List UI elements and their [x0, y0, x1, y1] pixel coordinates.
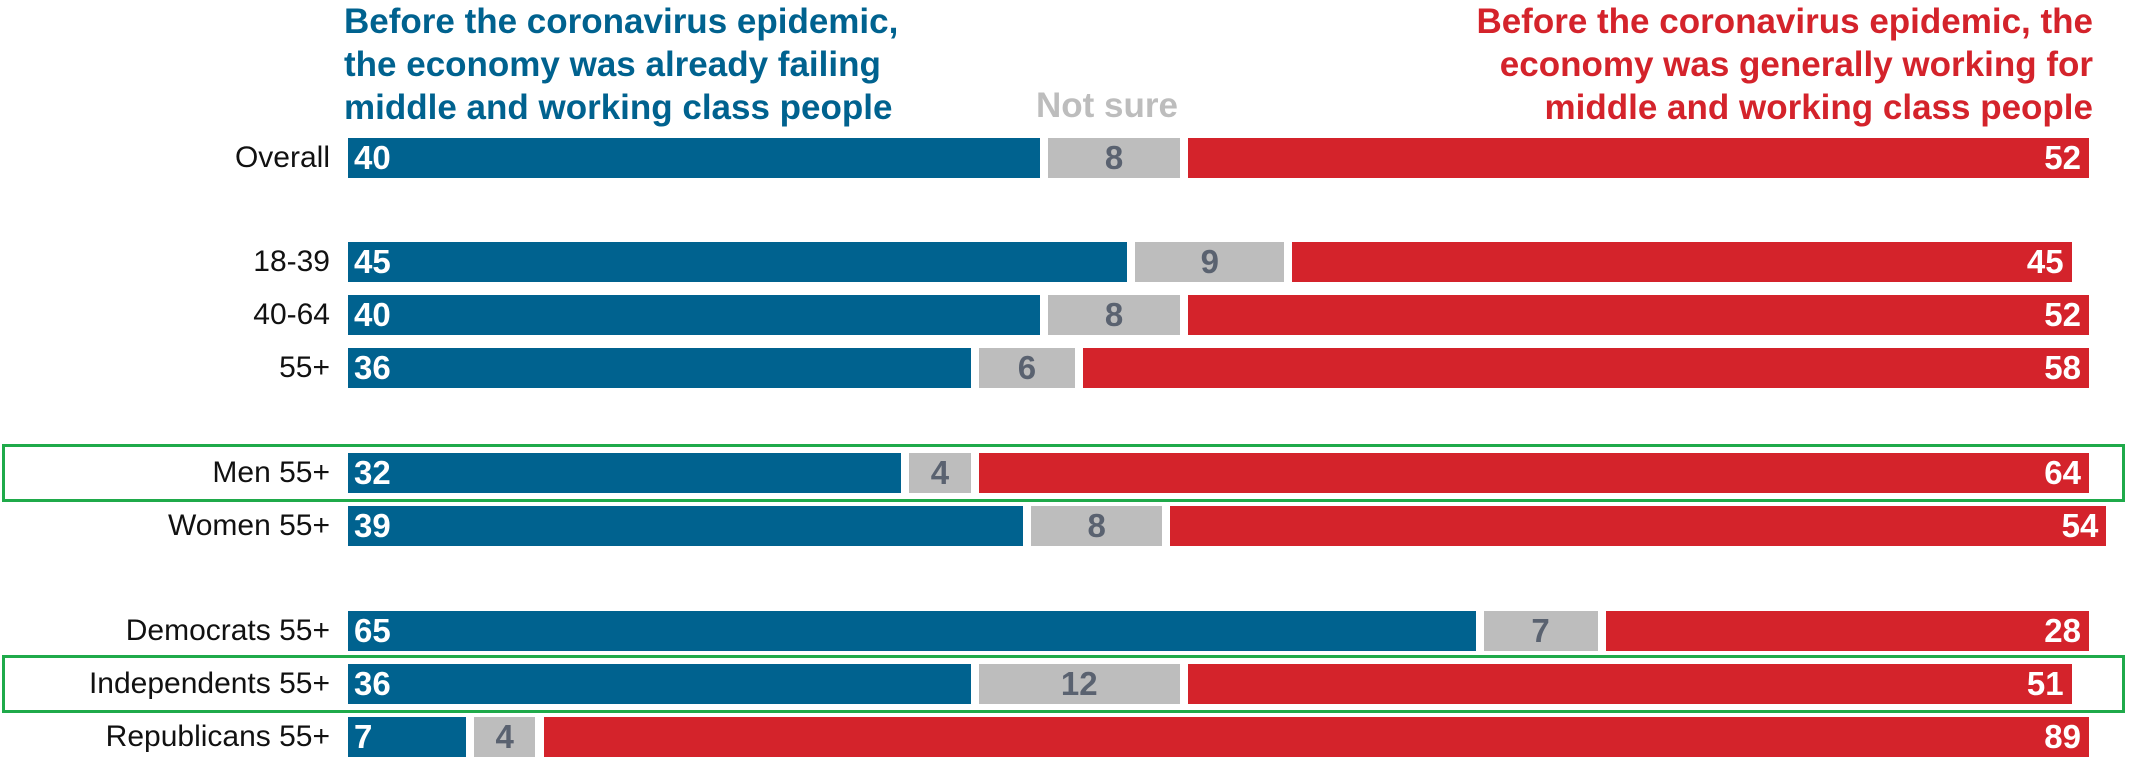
bar-segment	[348, 506, 1023, 546]
bar-segment	[348, 295, 1041, 335]
data-label: 7	[1531, 612, 1550, 649]
data-label: 6	[1017, 349, 1037, 386]
bar-segment	[348, 138, 1041, 178]
data-label: 39	[354, 507, 391, 544]
bar-segment	[1605, 611, 2089, 651]
data-label: 36	[354, 665, 391, 702]
bar-segment	[1292, 242, 2072, 282]
bar-segment	[473, 717, 536, 757]
bar-segment	[1187, 295, 2089, 335]
category-label: Women 55+	[167, 509, 330, 542]
bar-segment	[348, 348, 971, 388]
category-label: 18-39	[253, 245, 330, 278]
highlight-box	[2, 444, 2125, 502]
bar-segment	[1187, 664, 2072, 704]
data-label: 8	[1104, 296, 1124, 333]
bar-segment	[978, 664, 1180, 704]
bar-segment	[348, 242, 1128, 282]
category-label: Men 55+	[212, 456, 330, 489]
bar-segment	[978, 453, 2089, 493]
bar-segment	[1048, 138, 1180, 178]
data-label: 40	[354, 296, 391, 333]
category-label: Overall	[234, 141, 330, 174]
data-label: 4	[930, 454, 950, 491]
bar-segment	[1030, 506, 1163, 546]
data-label: 9	[1200, 243, 1219, 280]
bar-segment	[1083, 348, 2089, 388]
data-label: 28	[2044, 612, 2081, 649]
data-label: 12	[1060, 665, 1098, 702]
bar-segment	[1135, 242, 1285, 282]
data-label: 64	[2044, 454, 2081, 491]
data-label: 51	[2026, 665, 2064, 702]
data-label: 8	[1087, 507, 1106, 544]
legend-entry: Before the coronavirus epidemic, the eco…	[344, 2, 899, 127]
data-label: 54	[2061, 507, 2099, 544]
bar-segment	[909, 453, 971, 493]
category-label: Republicans 55+	[105, 720, 330, 753]
legend-entry: Before the coronavirus epidemic, the eco…	[1476, 2, 2093, 127]
data-label: 45	[354, 243, 391, 280]
bar-segment	[348, 453, 902, 493]
data-label: 89	[2044, 718, 2081, 755]
data-label: 4	[495, 718, 514, 755]
data-label: 32	[354, 454, 391, 491]
data-label: 40	[354, 139, 391, 176]
bar-segment	[1187, 138, 2089, 178]
data-label: 36	[354, 349, 391, 386]
bar-segment	[348, 611, 1476, 651]
bar-segment	[1483, 611, 1598, 651]
category-label: 55+	[279, 351, 330, 384]
data-label: 65	[354, 612, 391, 649]
data-label: 52	[2044, 296, 2081, 333]
category-label: Independents 55+	[88, 667, 330, 700]
highlight-box	[2, 655, 2125, 713]
bar-segment	[978, 348, 1076, 388]
data-label: 52	[2044, 139, 2081, 176]
data-label: 45	[2026, 243, 2064, 280]
bar-segment	[1170, 506, 2107, 546]
data-label: 7	[354, 718, 373, 755]
data-label: 58	[2044, 349, 2081, 386]
category-label: 40-64	[253, 298, 330, 331]
legend-entry: Not sure	[1036, 86, 1178, 125]
bar-segment	[348, 717, 466, 757]
data-label: 8	[1104, 139, 1124, 176]
bar-segment	[348, 664, 971, 704]
bar-segment	[543, 717, 2089, 757]
category-label: Democrats 55+	[125, 614, 330, 647]
bar-segment	[1048, 295, 1180, 335]
